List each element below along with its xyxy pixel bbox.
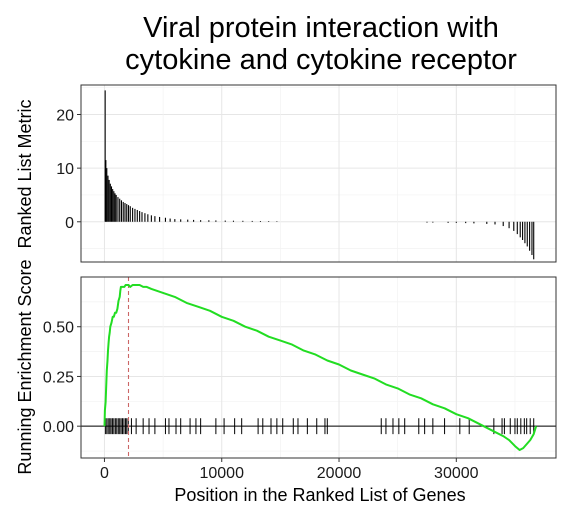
x-tick-label: 20000 [317,465,362,482]
bottom-panel-border [80,276,557,459]
x-tick-label: 0 [100,465,109,482]
bottom-plot-background [81,277,556,458]
running-enrichment-score-panel: 0.00 0.25 0.50 0 10000 20000 30000 [43,276,557,482]
enrichment-score-line [103,284,538,451]
top-y-axis-title: Ranked List Metric [15,99,35,248]
top-plot-background [81,85,556,262]
bottom-y-tick-label: 0.50 [43,320,74,337]
bottom-y-axis-title: Running Enrichment Score [15,259,35,474]
top-panel-border [80,84,557,263]
top-y-tick-label: 10 [56,161,74,178]
x-tick-label: 30000 [434,465,479,482]
bottom-y-tick-label: 0.00 [43,419,74,436]
ranked-list-metric-panel: 0 10 20 [56,84,557,263]
top-y-tick-label: 0 [65,215,74,232]
chart-title-line-2: cytokine and cytokine receptor [125,44,517,76]
bottom-y-tick-label: 0.25 [43,369,74,386]
top-y-tick-label: 20 [56,108,74,125]
x-axis-title: Position in the Ranked List of Genes [174,485,465,505]
chart-title-line-1: Viral protein interaction with [143,12,499,44]
x-tick-label: 10000 [199,465,244,482]
